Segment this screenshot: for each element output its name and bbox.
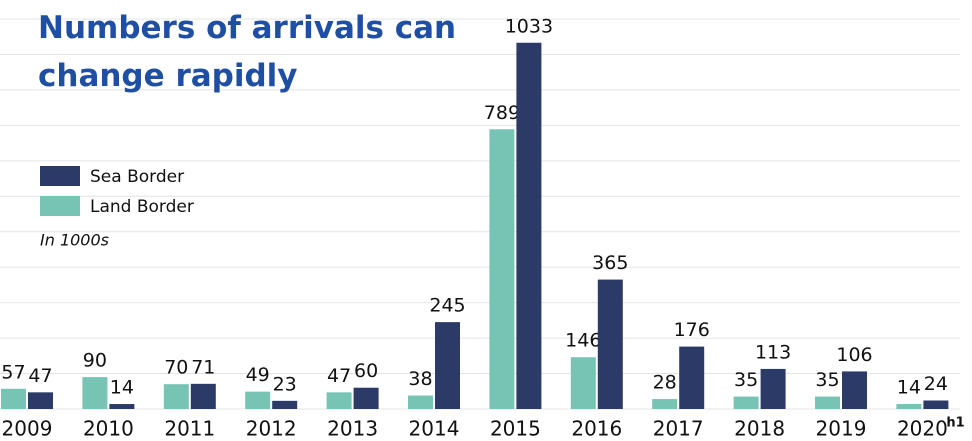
- x-tick-label: 2018: [734, 417, 785, 441]
- x-tick-label: 2020: [897, 417, 948, 441]
- bar: [326, 392, 352, 409]
- value-label: 38: [408, 368, 432, 390]
- value-label: 70: [164, 357, 188, 379]
- bar: [597, 279, 623, 409]
- x-tick-label: 2019: [816, 417, 867, 441]
- legend-label: Sea Border: [90, 167, 184, 187]
- bar: [923, 400, 949, 409]
- bar: [82, 377, 108, 409]
- chart-title: Numbers of arrivals can: [38, 10, 456, 46]
- value-label: 71: [191, 356, 215, 378]
- unit-note: In 1000s: [40, 231, 109, 250]
- bar: [190, 383, 216, 409]
- value-label: 106: [836, 344, 872, 366]
- value-label: 60: [354, 360, 378, 382]
- bar: [163, 384, 189, 409]
- x-tick-label-suffix: h1: [946, 416, 964, 431]
- bar: [1, 388, 26, 409]
- x-tick-label: 2016: [571, 417, 622, 441]
- legend-label: Land Border: [90, 197, 194, 217]
- bar: [815, 396, 840, 409]
- value-label: 47: [28, 365, 52, 387]
- value-label: 14: [110, 377, 134, 399]
- bar: [245, 391, 271, 409]
- value-label: 14: [897, 377, 921, 399]
- x-tick-label: 2012: [246, 417, 297, 441]
- x-tick-label: 2017: [653, 417, 704, 441]
- bar: [516, 42, 542, 409]
- x-tick-label: 2010: [83, 417, 134, 441]
- x-tick-label: 2015: [490, 417, 541, 441]
- value-label: 35: [815, 369, 839, 391]
- bar: [272, 400, 298, 409]
- bar: [109, 404, 135, 409]
- x-tick-label: 2013: [327, 417, 378, 441]
- x-tick-label: 2009: [2, 417, 53, 441]
- value-label: 146: [565, 330, 601, 352]
- bar: [652, 399, 678, 409]
- value-label: 24: [924, 373, 948, 395]
- chart-title: change rapidly: [38, 58, 298, 94]
- x-tick-label: 2014: [409, 417, 460, 441]
- value-label: 365: [592, 252, 628, 274]
- value-label: 57: [1, 361, 25, 383]
- bar: [28, 392, 53, 409]
- value-label: 47: [327, 365, 351, 387]
- bar: [570, 357, 596, 409]
- value-label: 90: [83, 350, 107, 372]
- bar: [733, 396, 759, 409]
- value-label: 23: [273, 373, 297, 395]
- bar: [408, 395, 433, 409]
- value-label: 49: [246, 364, 270, 386]
- value-label: 28: [653, 372, 677, 394]
- bar: [679, 346, 705, 409]
- bar: [489, 129, 515, 409]
- value-label: 245: [429, 295, 465, 317]
- bar: [435, 322, 460, 409]
- value-label: 1033: [505, 15, 553, 37]
- legend-swatch: [40, 166, 80, 186]
- bar: [760, 368, 786, 409]
- legend-swatch: [40, 196, 80, 216]
- bar: [842, 371, 867, 409]
- x-tick-label: 2011: [164, 417, 215, 441]
- value-label: 176: [674, 319, 710, 341]
- bar: [353, 387, 379, 409]
- value-label: 113: [755, 341, 791, 363]
- bar: [896, 404, 922, 409]
- value-label: 789: [484, 102, 520, 124]
- value-label: 35: [734, 369, 758, 391]
